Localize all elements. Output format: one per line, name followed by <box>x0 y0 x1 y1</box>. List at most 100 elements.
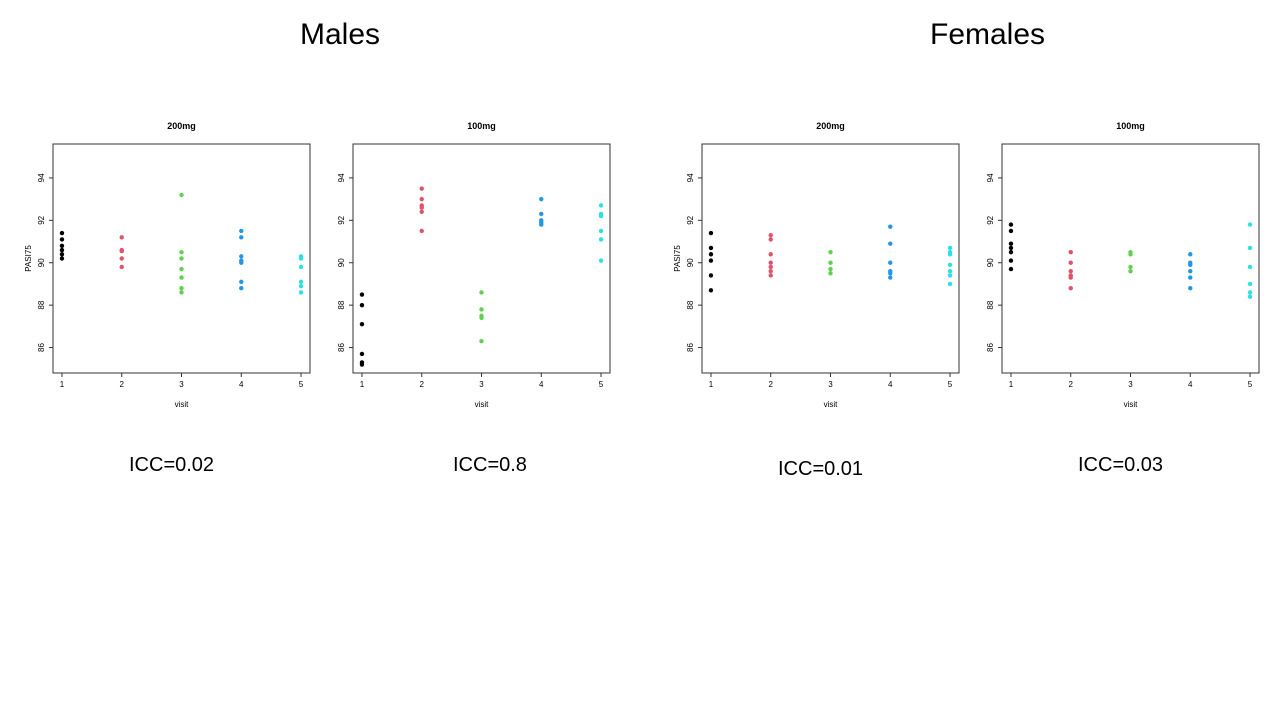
x-tick-label: 5 <box>1248 380 1253 389</box>
data-point <box>359 362 365 367</box>
x-tick-label: 1 <box>60 380 65 389</box>
data-point <box>708 288 714 293</box>
data-point <box>59 247 65 253</box>
chart-title: 200mg <box>816 121 845 131</box>
data-point <box>179 249 184 255</box>
data-point <box>419 205 424 210</box>
data-point <box>479 290 484 295</box>
y-tick-label: 94 <box>686 173 695 182</box>
data-point <box>888 271 893 276</box>
data-point <box>947 245 953 251</box>
y-tick-label: 86 <box>686 343 695 352</box>
data-point <box>298 290 304 295</box>
chart-title: 100mg <box>467 121 496 131</box>
data-point <box>179 285 184 291</box>
data-point <box>1128 264 1133 270</box>
data-point <box>598 258 604 263</box>
data-point <box>179 192 184 198</box>
y-tick-label: 86 <box>337 343 346 352</box>
data-point <box>1008 222 1014 227</box>
data-point <box>298 283 304 289</box>
data-point <box>708 252 714 257</box>
data-point <box>1247 281 1253 287</box>
y-tick-label: 88 <box>686 300 695 309</box>
data-point <box>768 273 773 278</box>
y-axis-label: PASI75 <box>24 245 33 272</box>
data-point <box>419 228 424 234</box>
x-axis-label: visit <box>1124 400 1139 409</box>
data-point <box>768 269 773 274</box>
data-point <box>768 237 773 242</box>
data-point <box>59 237 65 242</box>
data-point <box>539 196 544 202</box>
y-tick-label: 90 <box>37 258 46 267</box>
data-point <box>598 203 604 208</box>
data-point <box>1068 285 1073 291</box>
y-tick-label: 88 <box>37 300 46 309</box>
y-tick-label: 94 <box>986 173 995 182</box>
chart-title: 200mg <box>167 121 196 131</box>
data-point <box>179 290 184 295</box>
icc-label-females-200mg: ICC=0.01 <box>778 458 864 480</box>
data-point <box>828 249 833 255</box>
data-point <box>888 260 893 265</box>
y-tick-label: 88 <box>986 300 995 309</box>
data-point <box>419 186 424 191</box>
y-tick-label: 88 <box>337 300 346 309</box>
chart-males-100mg: 100mg 1 2 3 4 5 86 88 90 92 94 visit <box>337 121 611 409</box>
data-point <box>1008 228 1014 234</box>
y-tick-label: 92 <box>686 215 695 224</box>
data-point <box>598 213 604 219</box>
y-tick-label: 90 <box>686 258 695 267</box>
y-tick-label: 86 <box>986 343 995 352</box>
x-tick-label: 4 <box>1188 380 1193 389</box>
data-point <box>179 256 184 261</box>
data-point <box>1008 249 1014 255</box>
data-point <box>708 273 714 278</box>
data-point <box>708 245 714 251</box>
data-point <box>419 196 424 202</box>
data-point <box>888 241 893 246</box>
data-point <box>119 248 124 254</box>
chart-females-200mg: 200mg 1 2 3 4 5 86 88 90 92 94 visit PASI75 <box>673 121 960 409</box>
x-tick-label: 5 <box>948 380 953 389</box>
icc-label-males-200mg: ICC=0.02 <box>129 454 215 476</box>
x-tick-label: 2 <box>769 380 774 389</box>
data-point <box>179 266 184 272</box>
x-tick-label: 5 <box>599 380 604 389</box>
x-tick-label: 3 <box>1128 380 1133 389</box>
data-point <box>768 264 773 270</box>
data-point <box>828 271 833 276</box>
data-point <box>1188 269 1193 274</box>
data-point <box>239 228 244 234</box>
data-point <box>239 279 244 285</box>
data-point <box>947 281 953 287</box>
data-point <box>1068 249 1073 255</box>
data-point <box>888 224 893 229</box>
x-tick-label: 2 <box>1069 380 1074 389</box>
x-tick-label: 2 <box>420 380 425 389</box>
data-point <box>768 232 773 238</box>
data-point <box>1188 262 1193 268</box>
x-tick-label: 3 <box>479 380 484 389</box>
data-point <box>59 252 65 257</box>
data-point <box>479 338 484 344</box>
data-point <box>828 260 833 265</box>
data-point <box>298 264 304 270</box>
x-tick-label: 4 <box>239 380 244 389</box>
data-point <box>298 256 304 261</box>
data-point <box>119 235 124 240</box>
data-point <box>828 266 833 272</box>
x-tick-label: 2 <box>120 380 125 389</box>
x-tick-label: 4 <box>888 380 893 389</box>
data-point <box>1008 266 1014 272</box>
data-point <box>359 302 365 308</box>
data-point <box>1188 285 1193 291</box>
data-point <box>768 260 773 265</box>
data-point <box>419 209 424 215</box>
data-point <box>598 237 604 242</box>
icc-label-males-100mg: ICC=0.8 <box>453 454 527 476</box>
y-tick-label: 92 <box>37 215 46 224</box>
data-point <box>947 269 953 274</box>
y-tick-label: 92 <box>986 215 995 224</box>
